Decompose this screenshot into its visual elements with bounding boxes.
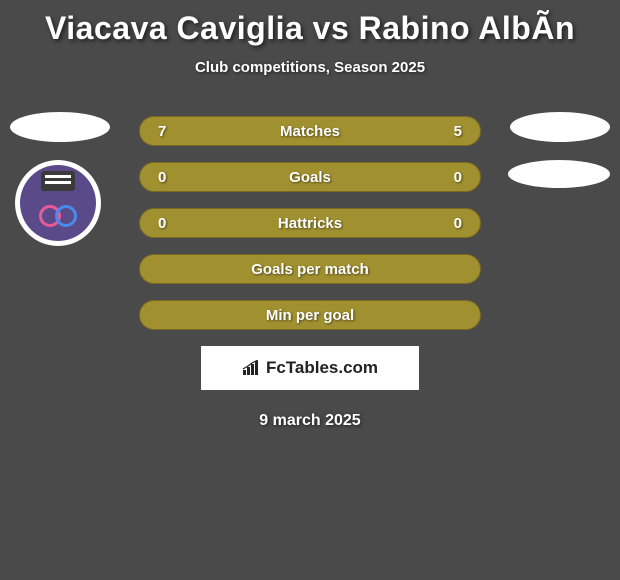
stat-left-value: 7	[158, 123, 172, 140]
stat-label: Min per goal	[266, 307, 354, 324]
bar-chart-icon	[242, 360, 262, 376]
stat-label: Goals per match	[251, 261, 369, 278]
stat-row-matches: 7 Matches 5	[139, 116, 481, 146]
stat-row-min-per-goal: Min per goal	[139, 300, 481, 330]
page-title: Viacava Caviglia vs Rabino AlbÃ­n	[0, 0, 620, 47]
stat-right-value: 5	[448, 123, 462, 140]
player-right-avatar-placeholder	[510, 112, 610, 142]
stat-row-goals-per-match: Goals per match	[139, 254, 481, 284]
stat-row-hattricks: 0 Hattricks 0	[139, 208, 481, 238]
stat-row-goals: 0 Goals 0	[139, 162, 481, 192]
club-right-badge-placeholder	[508, 160, 610, 188]
stat-left-value: 0	[158, 169, 172, 186]
club-left-badge	[15, 160, 101, 246]
stat-left-value: 0	[158, 215, 172, 232]
brand-badge[interactable]: FcTables.com	[201, 346, 419, 390]
snapshot-date: 9 march 2025	[0, 412, 620, 430]
stat-label: Matches	[280, 123, 340, 140]
stat-label: Hattricks	[278, 215, 342, 232]
player-left-avatar-placeholder	[10, 112, 110, 142]
comparison-area: 7 Matches 5 0 Goals 0 0 Hattricks 0 Goal…	[0, 116, 620, 430]
stats-bars: 7 Matches 5 0 Goals 0 0 Hattricks 0 Goal…	[139, 116, 481, 330]
brand-label: FcTables.com	[266, 358, 378, 378]
stat-right-value: 0	[448, 215, 462, 232]
club-badge-icon	[20, 165, 96, 241]
stat-label: Goals	[289, 169, 331, 186]
season-subtitle: Club competitions, Season 2025	[0, 59, 620, 76]
stat-right-value: 0	[448, 169, 462, 186]
